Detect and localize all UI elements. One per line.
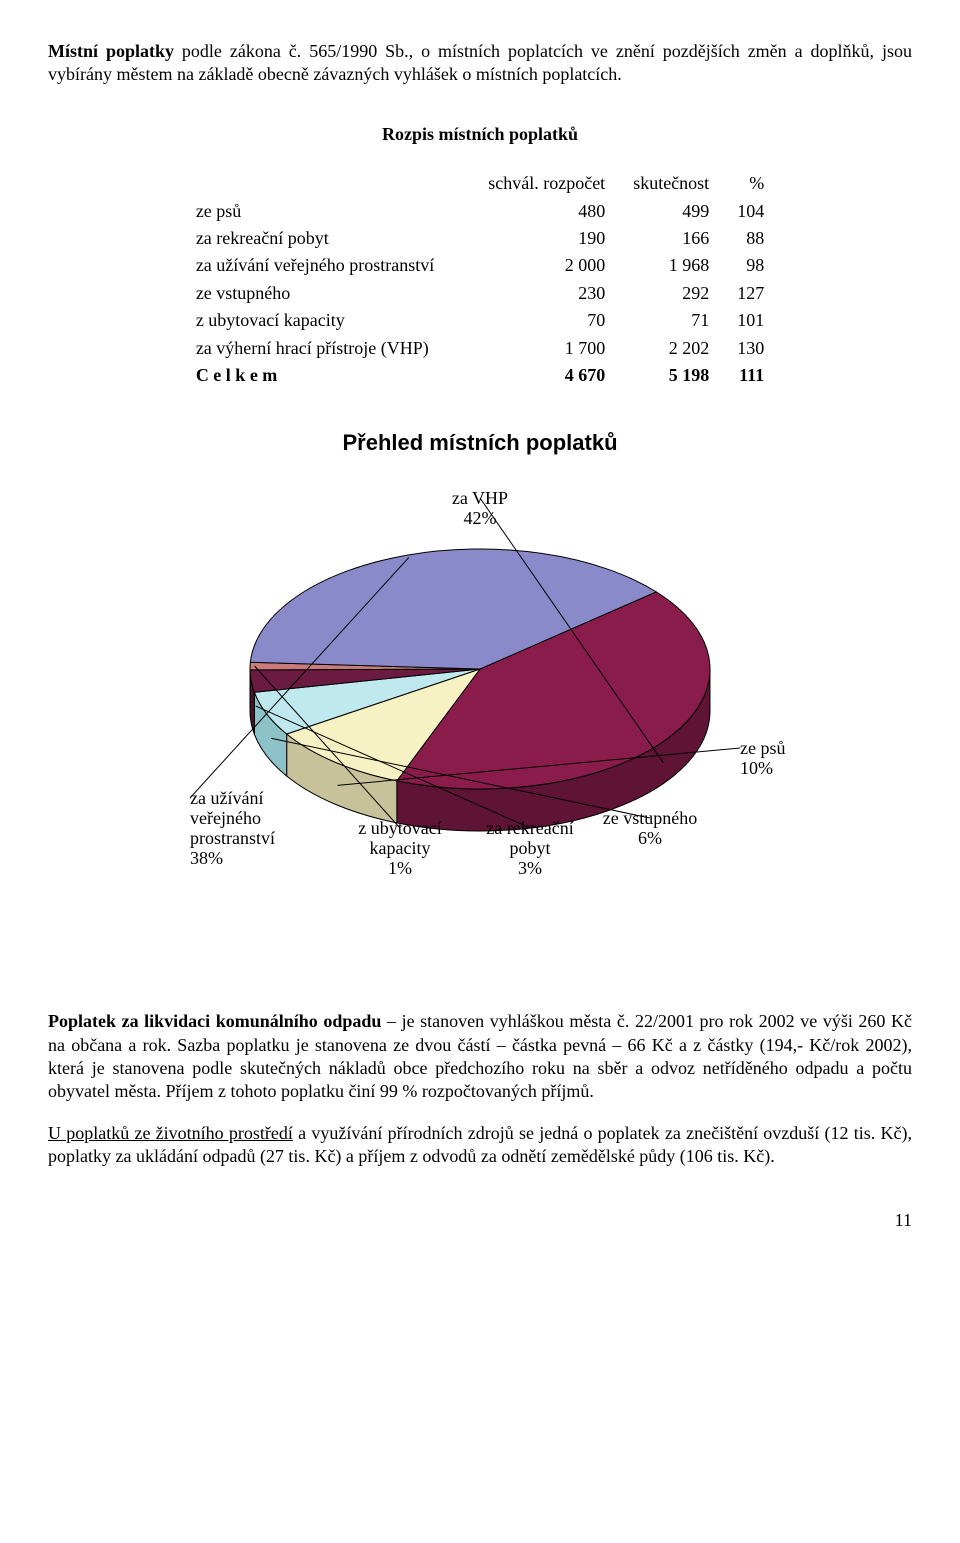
intro-paragraph: Místní poplatky podle zákona č. 565/1990… [48,40,912,87]
table-row: za užívání veřejného prostranství 2 000 … [182,252,778,279]
cell: 499 [619,198,723,225]
row-label: za rekreační pobyt [182,225,474,252]
row-label: za výherní hrací přístroje (VHP) [182,335,474,362]
pie-chart-svg: za VHP42% ze psů10% ze vstupného6% za rekre… [120,464,840,944]
total-cell: 5 198 [619,362,723,389]
cell: 98 [723,252,778,279]
row-label: za užívání veřejného prostranství [182,252,474,279]
cell: 127 [723,280,778,307]
intro-lead: Místní poplatky [48,41,174,61]
waste-fee-paragraph: Poplatek za likvidaci komunálního odpadu… [48,1010,912,1104]
cell: 88 [723,225,778,252]
svg-text:za VHP42%: za VHP42% [452,488,508,528]
intro-rest: podle zákona č. 565/1990 Sb., o místních… [48,41,912,84]
cell: 130 [723,335,778,362]
total-cell: 4 670 [474,362,619,389]
row-label: ze psů [182,198,474,225]
waste-fee-lead: Poplatek za likvidaci komunálního odpadu [48,1011,381,1031]
cell: 2 000 [474,252,619,279]
cell: 101 [723,307,778,334]
table-header-row: schvál. rozpočet skutečnost % [182,170,778,197]
chart-title: Přehled místních poplatků [48,429,912,458]
svg-text:ze vstupného6%: ze vstupného6% [603,808,697,848]
cell: 292 [619,280,723,307]
cell: 1 700 [474,335,619,362]
col-header-actual: skutečnost [619,170,723,197]
table-row: ze vstupného 230 292 127 [182,280,778,307]
svg-text:za užíváníveřejnéhoprostranstv: za užíváníveřejnéhoprostranství38% [190,788,275,868]
row-label: z ubytovací kapacity [182,307,474,334]
fees-table: schvál. rozpočet skutečnost % ze psů 480… [182,170,778,389]
env-fee-lead: U poplatků ze životního prostředí [48,1123,293,1143]
total-label: C e l k e m [182,362,474,389]
table-title: Rozpis místních poplatků [48,123,912,146]
cell: 70 [474,307,619,334]
cell: 480 [474,198,619,225]
cell: 71 [619,307,723,334]
cell: 104 [723,198,778,225]
cell: 2 202 [619,335,723,362]
table-row: za rekreační pobyt 190 166 88 [182,225,778,252]
env-fee-paragraph: U poplatků ze životního prostředí a využ… [48,1122,912,1169]
cell: 1 968 [619,252,723,279]
cell: 190 [474,225,619,252]
page-number: 11 [48,1209,912,1232]
col-header-percent: % [723,170,778,197]
table-total-row: C e l k e m 4 670 5 198 111 [182,362,778,389]
table-row: ze psů 480 499 104 [182,198,778,225]
col-header-budget: schvál. rozpočet [474,170,619,197]
pie-chart-block: Přehled místních poplatků za VHP42% ze ps… [48,429,912,950]
total-cell: 111 [723,362,778,389]
svg-text:z ubytovacíkapacity1%: z ubytovacíkapacity1% [358,818,441,878]
cell: 230 [474,280,619,307]
svg-text:ze psů10%: ze psů10% [740,738,785,778]
row-label: ze vstupného [182,280,474,307]
svg-text:za rekreačnípobyt3%: za rekreačnípobyt3% [486,818,573,878]
cell: 166 [619,225,723,252]
table-row: z ubytovací kapacity 70 71 101 [182,307,778,334]
table-row: za výherní hrací přístroje (VHP) 1 700 2… [182,335,778,362]
